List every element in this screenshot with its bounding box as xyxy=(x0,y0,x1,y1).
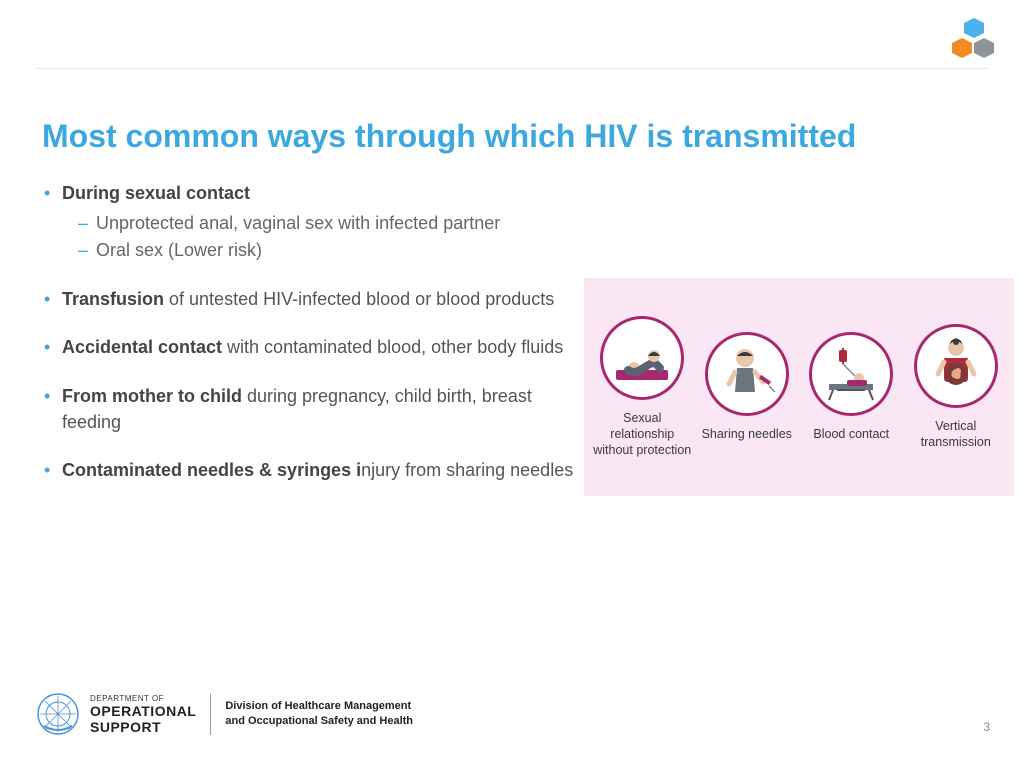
bullet-2: Transfusion of untested HIV-infected blo… xyxy=(42,286,582,312)
infographic-item: Sharing needles xyxy=(695,332,800,442)
pregnant-icon xyxy=(914,324,998,408)
bullet-4: From mother to child during pregnancy, c… xyxy=(42,383,582,435)
bullet-bold: Transfusion xyxy=(62,289,164,309)
blood-bag-icon xyxy=(809,332,893,416)
bullet-5: Contaminated needles & syringes injury f… xyxy=(42,457,582,483)
bullet-rest: of untested HIV-infected blood or blood … xyxy=(164,289,554,309)
bullet-list: During sexual contact Unprotected anal, … xyxy=(42,180,582,505)
un-emblem-icon xyxy=(36,692,80,736)
couple-icon xyxy=(600,316,684,400)
footer-division: Division of Healthcare Management and Oc… xyxy=(211,699,413,729)
footer-department: DEPARTMENT OF OPERATIONAL SUPPORT xyxy=(90,694,211,735)
infographic-item: Blood contact xyxy=(799,332,904,442)
infographic-item: Sexual relationship without protection xyxy=(590,316,695,459)
division-line2: and Occupational Safety and Health xyxy=(225,714,413,729)
bullet-bold: From mother to child xyxy=(62,386,242,406)
bullet-3: Accidental contact with contaminated blo… xyxy=(42,334,582,360)
division-line1: Division of Healthcare Management xyxy=(225,699,413,714)
dept-line3: SUPPORT xyxy=(90,719,196,735)
footer: DEPARTMENT OF OPERATIONAL SUPPORT Divisi… xyxy=(36,692,413,736)
bullet-1: During sexual contact Unprotected anal, … xyxy=(42,180,582,264)
sub-bullet: Unprotected anal, vaginal sex with infec… xyxy=(78,210,582,237)
infographic-label: Sexual relationship without protection xyxy=(590,410,695,459)
hexagon-logo xyxy=(940,18,994,71)
bullet-rest: njury from sharing needles xyxy=(361,460,573,480)
infographic-label: Vertical transmission xyxy=(904,418,1009,451)
page-number: 3 xyxy=(983,720,990,734)
bullet-bold: Contaminated needles & syringes i xyxy=(62,460,361,480)
dept-line1: DEPARTMENT OF xyxy=(90,694,196,703)
bullet-bold: During sexual contact xyxy=(62,183,250,203)
infographic-label: Sharing needles xyxy=(702,426,792,442)
needle-icon xyxy=(705,332,789,416)
dept-line2: OPERATIONAL xyxy=(90,703,196,719)
infographic-label: Blood contact xyxy=(813,426,889,442)
transmission-infographic: Sexual relationship without protection S… xyxy=(584,278,1014,496)
sub-bullet: Oral sex (Lower risk) xyxy=(78,237,582,264)
slide-title: Most common ways through which HIV is tr… xyxy=(42,118,856,155)
bullet-bold: Accidental contact xyxy=(62,337,222,357)
header-divider xyxy=(36,68,988,69)
bullet-rest: with contaminated blood, other body flui… xyxy=(222,337,563,357)
infographic-item: Vertical transmission xyxy=(904,324,1009,451)
